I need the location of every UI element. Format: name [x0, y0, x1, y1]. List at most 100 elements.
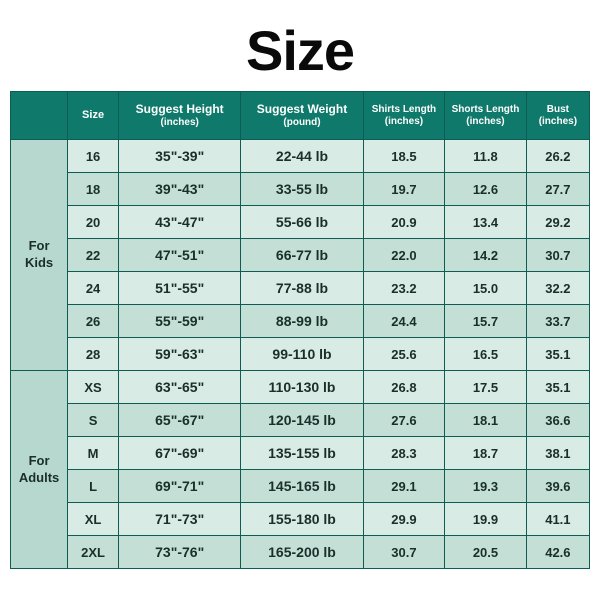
table-row: 1839"-43"33-55 lb19.712.627.7 — [11, 173, 590, 206]
cell-weight: 135-155 lb — [241, 437, 363, 470]
cell-size: XS — [68, 371, 119, 404]
cell-weight: 66-77 lb — [241, 239, 363, 272]
header-label: Shorts Length — [452, 104, 520, 115]
size-table-container: SizeSuggest Height(inches)Suggest Weight… — [10, 91, 590, 569]
header-col: Suggest Weight(pound) — [241, 92, 363, 140]
cell-shirts: 20.9 — [363, 206, 445, 239]
table-row: 2247"-51"66-77 lb22.014.230.7 — [11, 239, 590, 272]
cell-size: 22 — [68, 239, 119, 272]
cell-height: 63"-65" — [119, 371, 241, 404]
cell-bust: 41.1 — [526, 503, 589, 536]
cell-weight: 165-200 lb — [241, 536, 363, 569]
cell-height: 73"-76" — [119, 536, 241, 569]
cell-weight: 22-44 lb — [241, 140, 363, 173]
cell-size: 26 — [68, 305, 119, 338]
cell-shorts: 19.9 — [445, 503, 527, 536]
header-col: Size — [68, 92, 119, 140]
cell-weight: 145-165 lb — [241, 470, 363, 503]
cell-weight: 99-110 lb — [241, 338, 363, 371]
cell-size: 24 — [68, 272, 119, 305]
cell-height: 59"-63" — [119, 338, 241, 371]
header-col: Shorts Length(inches) — [445, 92, 527, 140]
header-sublabel: (inches) — [121, 117, 238, 129]
page-title: Size — [246, 18, 354, 83]
cell-shorts: 18.1 — [445, 404, 527, 437]
cell-size: 28 — [68, 338, 119, 371]
header-sublabel: (inches) — [366, 116, 443, 128]
header-label: Suggest Weight — [257, 102, 347, 116]
table-row: L69"-71"145-165 lb29.119.339.6 — [11, 470, 590, 503]
cell-bust: 36.6 — [526, 404, 589, 437]
header-label: Bust — [547, 104, 569, 115]
cell-shirts: 24.4 — [363, 305, 445, 338]
cell-weight: 33-55 lb — [241, 173, 363, 206]
cell-shorts: 15.0 — [445, 272, 527, 305]
cell-bust: 29.2 — [526, 206, 589, 239]
header-col: Suggest Height(inches) — [119, 92, 241, 140]
table-row: For AdultsXS63"-65"110-130 lb26.817.535.… — [11, 371, 590, 404]
cell-height: 65"-67" — [119, 404, 241, 437]
cell-weight: 120-145 lb — [241, 404, 363, 437]
cell-shirts: 29.1 — [363, 470, 445, 503]
group-adults: For Adults — [11, 371, 68, 569]
header-row: SizeSuggest Height(inches)Suggest Weight… — [11, 92, 590, 140]
cell-height: 55"-59" — [119, 305, 241, 338]
cell-size: XL — [68, 503, 119, 536]
cell-size: M — [68, 437, 119, 470]
table-body: For Kids1635"-39"22-44 lb18.511.826.2183… — [11, 140, 590, 569]
header-sublabel: (inches) — [447, 116, 524, 128]
cell-shorts: 13.4 — [445, 206, 527, 239]
table-head: SizeSuggest Height(inches)Suggest Weight… — [11, 92, 590, 140]
cell-height: 35"-39" — [119, 140, 241, 173]
cell-shirts: 28.3 — [363, 437, 445, 470]
cell-shorts: 15.7 — [445, 305, 527, 338]
cell-height: 43"-47" — [119, 206, 241, 239]
cell-height: 71"-73" — [119, 503, 241, 536]
header-sublabel: (pound) — [243, 117, 360, 129]
cell-bust: 33.7 — [526, 305, 589, 338]
header-label: Suggest Height — [136, 102, 224, 116]
cell-bust: 30.7 — [526, 239, 589, 272]
cell-height: 39"-43" — [119, 173, 241, 206]
cell-shirts: 30.7 — [363, 536, 445, 569]
cell-bust: 35.1 — [526, 371, 589, 404]
size-table: SizeSuggest Height(inches)Suggest Weight… — [10, 91, 590, 569]
cell-weight: 55-66 lb — [241, 206, 363, 239]
cell-weight: 77-88 lb — [241, 272, 363, 305]
cell-shorts: 12.6 — [445, 173, 527, 206]
cell-shirts: 18.5 — [363, 140, 445, 173]
cell-shirts: 27.6 — [363, 404, 445, 437]
cell-shorts: 11.8 — [445, 140, 527, 173]
cell-bust: 32.2 — [526, 272, 589, 305]
table-row: 2451"-55"77-88 lb23.215.032.2 — [11, 272, 590, 305]
table-row: 2859"-63"99-110 lb25.616.535.1 — [11, 338, 590, 371]
table-row: M67"-69"135-155 lb28.318.738.1 — [11, 437, 590, 470]
cell-bust: 27.7 — [526, 173, 589, 206]
header-label: Shirts Length — [372, 104, 436, 115]
cell-bust: 26.2 — [526, 140, 589, 173]
cell-shorts: 16.5 — [445, 338, 527, 371]
header-col: Shirts Length(inches) — [363, 92, 445, 140]
cell-shirts: 26.8 — [363, 371, 445, 404]
cell-size: 2XL — [68, 536, 119, 569]
header-col: Bust(inches) — [526, 92, 589, 140]
header-sublabel: (inches) — [529, 116, 587, 128]
cell-shorts: 18.7 — [445, 437, 527, 470]
cell-bust: 38.1 — [526, 437, 589, 470]
group-kids: For Kids — [11, 140, 68, 371]
cell-height: 69"-71" — [119, 470, 241, 503]
cell-bust: 35.1 — [526, 338, 589, 371]
cell-height: 67"-69" — [119, 437, 241, 470]
cell-shirts: 29.9 — [363, 503, 445, 536]
cell-weight: 155-180 lb — [241, 503, 363, 536]
cell-shirts: 19.7 — [363, 173, 445, 206]
table-row: 2043"-47"55-66 lb20.913.429.2 — [11, 206, 590, 239]
cell-bust: 42.6 — [526, 536, 589, 569]
cell-height: 51"-55" — [119, 272, 241, 305]
cell-weight: 110-130 lb — [241, 371, 363, 404]
cell-shorts: 20.5 — [445, 536, 527, 569]
table-row: 2XL73"-76"165-200 lb30.720.542.6 — [11, 536, 590, 569]
cell-size: 16 — [68, 140, 119, 173]
cell-shirts: 22.0 — [363, 239, 445, 272]
cell-weight: 88-99 lb — [241, 305, 363, 338]
